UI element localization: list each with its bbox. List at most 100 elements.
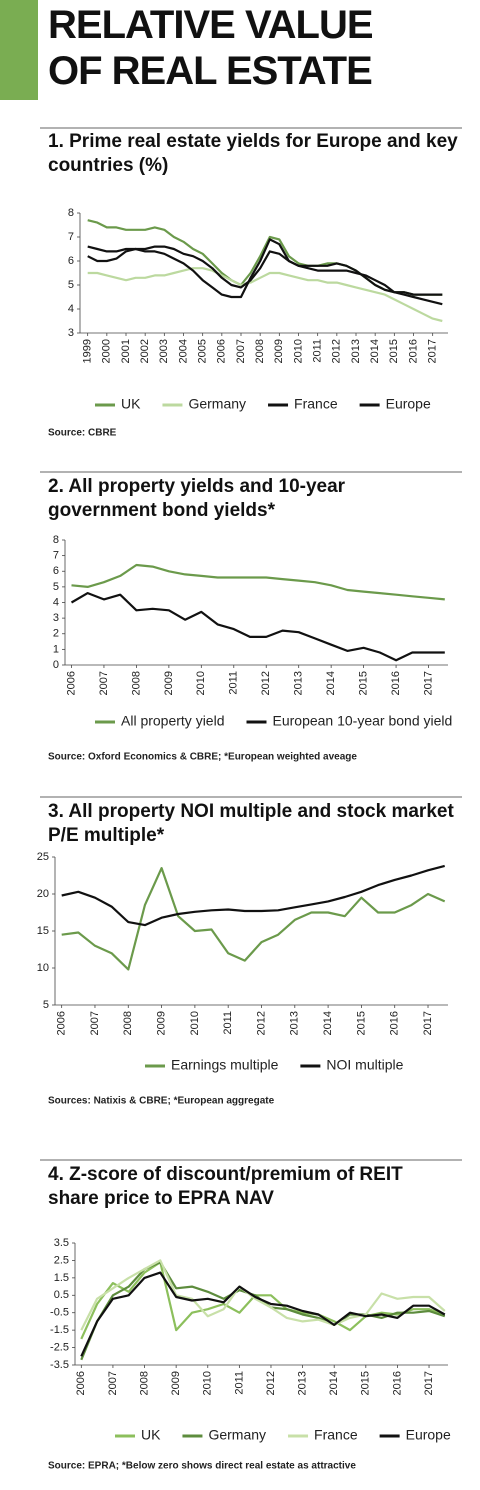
- source: Source: Oxford Economics & CBRE; *Europe…: [48, 752, 357, 763]
- legend-label: Europe: [386, 396, 431, 412]
- y-tick-label: 6: [53, 565, 59, 577]
- title-line: OF REAL ESTATE: [48, 49, 373, 93]
- x-tick-label: 2017: [422, 1011, 434, 1035]
- series-line: [80, 1271, 446, 1357]
- x-tick-label: 2011: [312, 339, 324, 363]
- x-tick-label: 2010: [195, 671, 207, 695]
- legend-label: Europe: [406, 1427, 451, 1443]
- y-tick-label: 8: [68, 207, 74, 219]
- x-tick-label: 2005: [197, 339, 209, 363]
- y-tick-label: 3: [68, 327, 74, 339]
- legend-label: France: [294, 396, 338, 412]
- series-line: [70, 592, 445, 662]
- y-tick-label: 6: [68, 255, 74, 267]
- x-tick-label: 2014: [325, 671, 337, 695]
- y-tick-label: 10: [37, 962, 49, 974]
- x-tick-label: 2007: [107, 1371, 119, 1395]
- x-tick-label: 2008: [254, 339, 266, 363]
- x-tick-label: 2000: [101, 339, 113, 363]
- x-tick-label: 2001: [120, 339, 132, 363]
- y-tick-label: 0: [53, 659, 59, 671]
- x-tick-label: 2015: [360, 1371, 372, 1395]
- x-tick-label: 2008: [130, 671, 142, 695]
- series-line: [87, 238, 443, 299]
- x-tick-label: 2016: [391, 1371, 403, 1395]
- x-tick-label: 2012: [260, 671, 272, 695]
- x-tick-label: 2017: [422, 671, 434, 695]
- x-tick-label: 2007: [98, 671, 110, 695]
- x-tick-label: 2017: [427, 339, 439, 363]
- legend-label: Germany: [188, 396, 246, 412]
- y-tick-label: 20: [37, 888, 49, 900]
- x-tick-label: 2009: [170, 1371, 182, 1395]
- x-tick-label: 2012: [265, 1371, 277, 1395]
- y-tick-label: 8: [53, 534, 59, 546]
- legend-label: UK: [141, 1427, 161, 1443]
- x-tick-label: 2012: [255, 1011, 267, 1035]
- x-tick-label: 2009: [155, 1011, 167, 1035]
- x-tick-label: 2009: [163, 671, 175, 695]
- y-tick-label: 4: [68, 303, 74, 315]
- y-tick-label: 4: [53, 596, 59, 608]
- x-tick-label: 2007: [89, 1011, 101, 1035]
- legend-label: France: [314, 1427, 358, 1443]
- source: Sources: Natixis & CBRE; *European aggre…: [48, 1096, 275, 1107]
- chart-title: 3. All property NOI multiple and stock m…: [48, 801, 454, 846]
- series-line: [87, 245, 443, 306]
- x-tick-label: 2015: [388, 339, 400, 363]
- legend-label: All property yield: [121, 713, 225, 729]
- source: Source: CBRE: [48, 428, 117, 439]
- x-tick-label: 2016: [407, 339, 419, 363]
- page-title: RELATIVE VALUE OF REAL ESTATE: [48, 2, 374, 94]
- accent-bar: [0, 0, 38, 100]
- series-line: [80, 1261, 446, 1361]
- y-tick-label: 7: [53, 550, 59, 562]
- legend-label: European 10-year bond yield: [273, 713, 453, 729]
- y-tick-label: -1.5: [50, 1324, 69, 1336]
- chart-title: 4. Z-score of discount/premium of REIT s…: [48, 1164, 403, 1209]
- x-tick-label: 2007: [235, 339, 247, 363]
- series-line: [71, 563, 445, 601]
- x-tick-label: 2002: [139, 339, 151, 363]
- x-tick-label: 2011: [228, 671, 240, 695]
- chart-title: 1. Prime real estate yields for Europe a…: [48, 131, 458, 176]
- y-tick-label: 2.5: [54, 1254, 69, 1266]
- x-tick-label: 2012: [331, 339, 343, 363]
- y-tick-label: 7: [68, 231, 74, 243]
- y-tick-label: 5: [53, 581, 59, 593]
- title-line: RELATIVE VALUE: [48, 3, 374, 47]
- x-tick-label: 2014: [328, 1371, 340, 1395]
- x-tick-label: 2013: [293, 671, 305, 695]
- y-tick-label: 15: [37, 925, 49, 937]
- x-tick-label: 2011: [222, 1011, 234, 1035]
- x-tick-label: 2009: [273, 339, 285, 363]
- x-tick-label: 2017: [423, 1371, 435, 1395]
- x-tick-label: 2013: [350, 339, 362, 363]
- series-line: [80, 1259, 446, 1331]
- x-tick-label: 2014: [369, 339, 381, 363]
- y-tick-label: 3.5: [54, 1237, 69, 1249]
- series-line: [80, 1261, 446, 1340]
- x-tick-label: 1999: [82, 339, 94, 363]
- legend-label: Germany: [208, 1427, 266, 1443]
- y-tick-label: 5: [68, 279, 74, 291]
- x-tick-label: 2016: [389, 1011, 401, 1035]
- x-tick-label: 2016: [390, 671, 402, 695]
- x-tick-label: 2010: [189, 1011, 201, 1035]
- series-line: [87, 267, 443, 323]
- y-tick-label: 2: [53, 628, 59, 640]
- series-line: [61, 864, 445, 927]
- x-tick-label: 2008: [122, 1011, 134, 1035]
- x-tick-label: 2003: [158, 339, 170, 363]
- y-tick-label: -2.5: [50, 1341, 69, 1353]
- x-tick-label: 2008: [138, 1371, 150, 1395]
- x-tick-label: 2014: [322, 1011, 334, 1035]
- y-tick-label: -3.5: [50, 1359, 69, 1371]
- legend-label: NOI multiple: [326, 1057, 403, 1073]
- chart-title: 2. All property yields and 10-year gover…: [48, 476, 346, 521]
- x-tick-label: 2006: [216, 339, 228, 363]
- x-tick-label: 2015: [355, 1011, 367, 1035]
- x-tick-label: 2006: [56, 1011, 68, 1035]
